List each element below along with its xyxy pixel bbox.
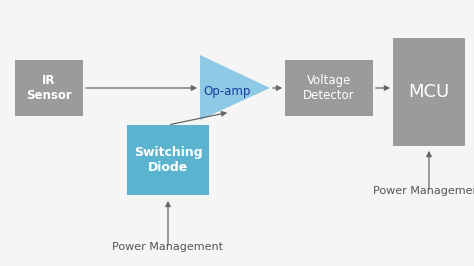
FancyBboxPatch shape: [15, 60, 83, 116]
Text: MCU: MCU: [409, 83, 450, 101]
FancyBboxPatch shape: [393, 38, 465, 146]
Text: Op-amp: Op-amp: [203, 85, 250, 98]
FancyBboxPatch shape: [127, 125, 209, 195]
FancyBboxPatch shape: [285, 60, 373, 116]
Text: Power Management: Power Management: [112, 242, 224, 252]
Text: Power Management: Power Management: [374, 186, 474, 196]
Polygon shape: [200, 55, 270, 120]
Text: IR
Sensor: IR Sensor: [26, 74, 72, 102]
Text: Switching
Diode: Switching Diode: [134, 146, 202, 174]
Text: Voltage
Detector: Voltage Detector: [303, 74, 355, 102]
